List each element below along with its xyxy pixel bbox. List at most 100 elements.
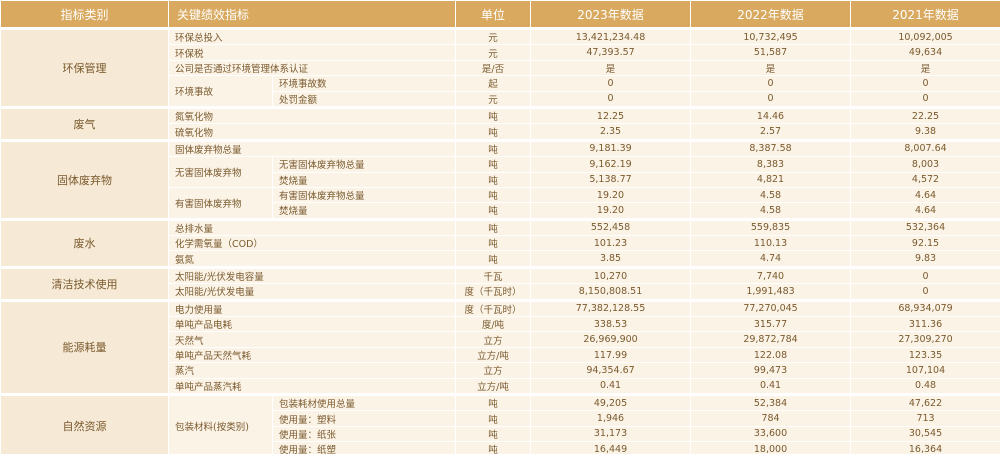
value-cell: 107,104 xyxy=(850,362,1000,379)
table-row: 蒸汽 立方 94,354.67 99,473 107,104 xyxy=(1,362,1000,379)
value-cell: 8,007.64 xyxy=(850,138,1000,158)
value-cell: 31,173 xyxy=(530,425,692,443)
kpi-cell: 硫氧化物 xyxy=(167,123,457,141)
value-cell: 4,572 xyxy=(850,171,1000,188)
value-cell: 0 xyxy=(850,265,1000,285)
kpi-cell: 包装材料(按类别) xyxy=(168,392,273,454)
category-cell: 废气 xyxy=(0,105,169,141)
value-cell: 4.58 xyxy=(690,202,852,220)
unit-cell: 元 xyxy=(455,90,532,108)
header-cell: 关键绩效指标 xyxy=(167,0,457,29)
table-row: 环保管理 环保总投入元 13,421,234.48 10,732,495 10,092,… xyxy=(0,26,1000,108)
value-cell: 22.25 xyxy=(850,105,1000,125)
kpi-cell: 总排水量 xyxy=(167,217,457,237)
value-cell: 3.85 xyxy=(530,250,692,268)
kpi-cell: 太阳能/光伏发电量 xyxy=(167,283,457,301)
value-cell: 33,600 xyxy=(690,425,852,443)
value-cell: 4.64 xyxy=(850,186,1000,204)
value-cell: 532,364 xyxy=(850,217,1000,237)
value-cell: 30,545 xyxy=(850,425,1000,443)
table-row: 硫氧化物吨 2.35 2.57 9.38 xyxy=(1,123,1000,141)
unit-cell: 吨 xyxy=(455,123,532,141)
value-cell: 是 xyxy=(690,59,852,77)
kpi-cell: 环境事故 xyxy=(168,75,273,108)
unit-cell: 吨 xyxy=(455,156,532,173)
kpi-cell: 固体废弃物总量 xyxy=(167,138,457,158)
value-cell: 9,181.39 xyxy=(530,138,692,158)
value-cell: 8,003 xyxy=(850,156,1000,173)
unit-cell: 度/吨 xyxy=(455,316,532,333)
category-cell: 废水 xyxy=(0,217,169,268)
unit-cell: 吨 xyxy=(455,202,532,220)
value-cell: 94,354.67 xyxy=(530,362,692,379)
value-cell: 784 xyxy=(690,410,852,427)
value-cell: 559,835 xyxy=(690,217,852,237)
unit-cell: 吨 xyxy=(455,250,532,268)
kpi-cell: 环保总投入 xyxy=(167,26,457,46)
value-cell: 713 xyxy=(850,410,1000,427)
value-cell: 2.57 xyxy=(690,123,852,141)
sub-kpi-cell: 使用量：塑料 xyxy=(271,410,457,427)
unit-cell: 吨 xyxy=(455,410,532,427)
kpi-cell: 环保税 xyxy=(167,44,457,61)
unit-cell: 元 xyxy=(455,26,532,46)
category-cell: 清洁技术使用 xyxy=(0,265,169,301)
sub-kpi-cell: 环境事故数 xyxy=(271,75,457,92)
value-cell: 77,382,128.55 xyxy=(530,298,692,318)
value-cell: 27,309,270 xyxy=(850,331,1000,348)
kpi-cell: 公司是否通过环境管理体系认证 xyxy=(167,59,457,77)
value-cell: 49,634 xyxy=(850,44,1000,61)
table-row: 处罚金额元 0 0 0 xyxy=(1,90,1000,108)
table-row: 公司是否通过环境管理体系认证 是/否是是是 xyxy=(1,59,1000,77)
value-cell: 0.48 xyxy=(850,377,1000,395)
unit-cell: 吨 xyxy=(455,171,532,188)
table-row: 化学需氧量（COD）吨 101.23 110.13 92.15 xyxy=(1,235,1000,252)
value-cell: 101.23 xyxy=(530,235,692,252)
category-cell: 固体废弃物 xyxy=(0,138,169,220)
category-cell: 环保管理 xyxy=(0,27,169,108)
value-cell: 92.15 xyxy=(850,235,1000,252)
unit-cell: 吨 xyxy=(455,425,532,443)
value-cell: 123.35 xyxy=(850,346,1000,364)
value-cell: 68,934,079 xyxy=(850,298,1000,318)
unit-cell: 吨 xyxy=(455,441,532,454)
sub-kpi-cell: 处罚金额 xyxy=(271,90,457,108)
value-cell: 0 xyxy=(690,75,852,92)
table-row: 废气 氮氧化物吨 12.25 14.46 22.25 xyxy=(0,105,1000,141)
value-cell: 12.25 xyxy=(530,105,692,125)
table-row: 焚烧量吨 19.20 4.58 4.64 xyxy=(1,202,1000,220)
value-cell: 315.77 xyxy=(690,316,852,333)
unit-cell: 吨 xyxy=(455,105,532,125)
kpi-cell: 天然气 xyxy=(167,331,457,348)
value-cell: 16,364 xyxy=(850,441,1000,454)
unit-cell: 立方/吨 xyxy=(455,346,532,364)
value-cell: 14.46 xyxy=(690,105,852,125)
sub-kpi-cell: 焚烧量 xyxy=(271,202,457,220)
value-cell: 是 xyxy=(530,59,692,77)
value-cell: 26,969,900 xyxy=(530,331,692,348)
sub-kpi-cell: 无害固体废弃物总量 xyxy=(271,156,457,173)
table-row: 使用量：塑料吨 1,946 784 713 xyxy=(1,410,1000,427)
kpi-cell: 蒸汽 xyxy=(167,362,457,379)
table-row: 清洁技术使用 太阳能/光伏发电容量 千瓦 10,270 7,740 0 xyxy=(0,265,1000,301)
value-cell: 0 xyxy=(530,75,692,92)
unit-cell: 吨 xyxy=(455,392,532,412)
table-row: 固体废弃物 固体废弃物总量吨 9,181.39 8,387.58 8,007.64 xyxy=(0,138,1000,220)
value-cell: 19.20 xyxy=(530,202,692,220)
table-row: 环境事故 环境事故数起 0 0 0 xyxy=(1,75,1000,108)
kpi-cell: 太阳能/光伏发电容量 xyxy=(167,265,457,285)
table-row: 单吨产品天然气耗 立方/吨 117.99 122.08 123.35 xyxy=(1,346,1000,364)
table-row: 有害固体废弃物 有害固体废弃物总量吨 19.20 4.58 4.64 xyxy=(1,186,1000,220)
value-cell: 13,421,234.48 xyxy=(530,26,692,46)
kpi-cell: 氮氧化物 xyxy=(167,105,457,125)
value-cell: 0 xyxy=(530,90,692,108)
value-cell: 117.99 xyxy=(530,346,692,364)
header-cell: 2023年数据 xyxy=(530,0,692,29)
value-cell: 10,092,005 xyxy=(850,26,1000,46)
header-cell: 单位 xyxy=(455,0,532,29)
value-cell: 16,449 xyxy=(530,441,692,454)
unit-cell: 度（千瓦时） xyxy=(455,298,532,318)
value-cell: 110.13 xyxy=(690,235,852,252)
value-cell: 29,872,784 xyxy=(690,331,852,348)
